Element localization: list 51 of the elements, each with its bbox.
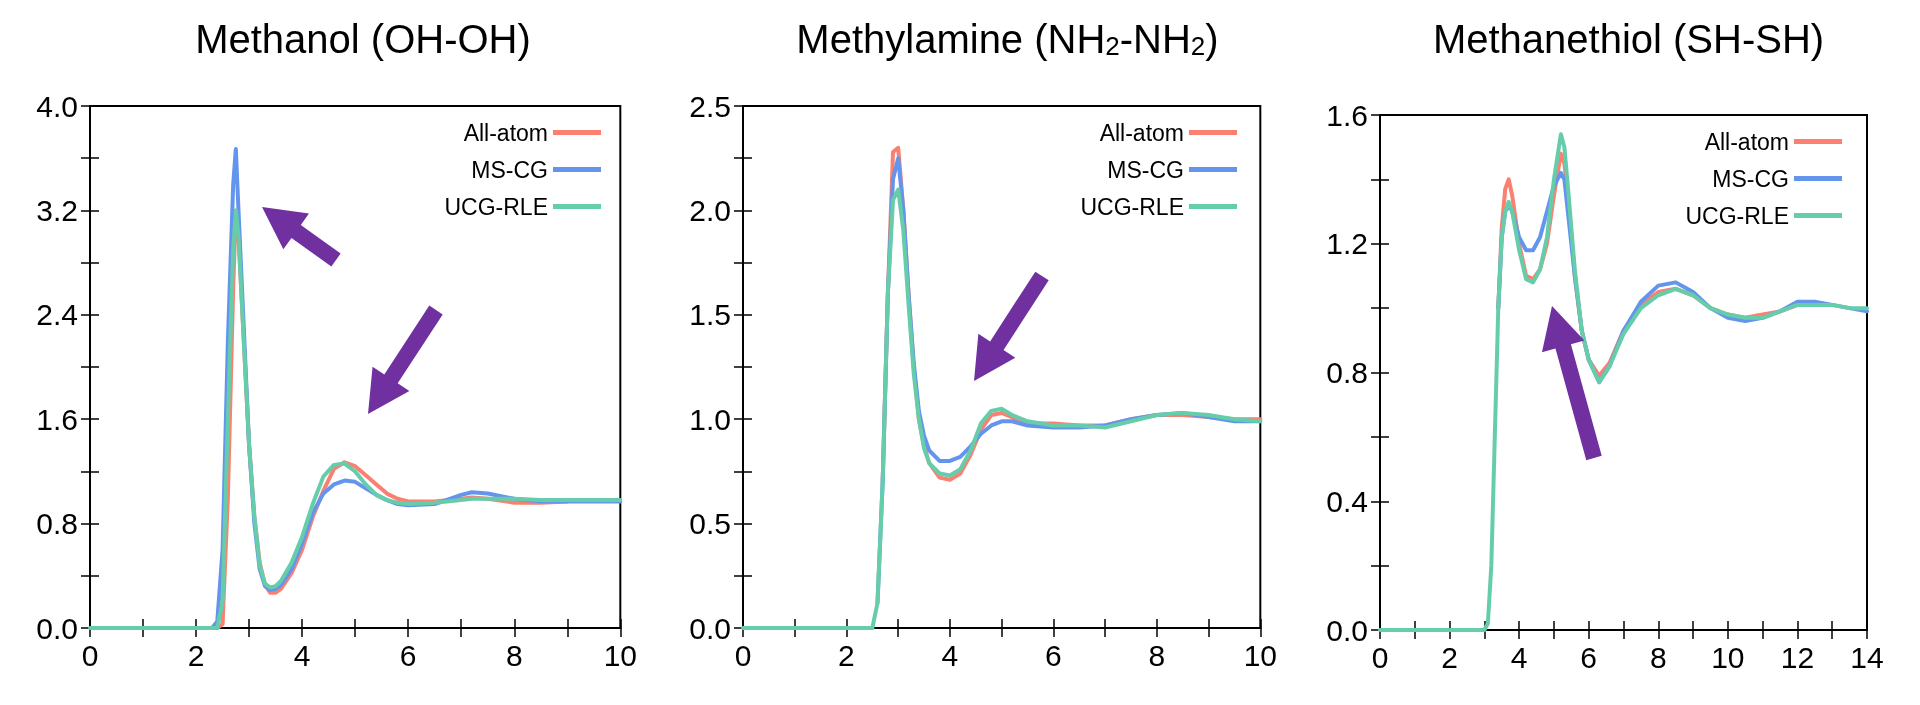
- x-tick-label: 4: [293, 638, 311, 672]
- legend-label: All-atom: [1704, 128, 1789, 155]
- x-tick-label: 8: [1649, 640, 1667, 674]
- y-tick-label: 1.2: [1326, 227, 1368, 261]
- y-tick-label: 0.0: [1326, 613, 1368, 647]
- x-tick-label: 0: [734, 638, 752, 672]
- x-tick-label: 0: [81, 638, 99, 672]
- x-tick-label: 10: [603, 638, 637, 672]
- y-tick-label: 4.0: [36, 89, 78, 123]
- chart-title: Methanethiol (SH-SH): [1432, 17, 1825, 61]
- y-tick-label: 2.4: [36, 298, 78, 332]
- y-tick-label: 1.5: [689, 298, 731, 332]
- x-tick-label: 6: [1580, 640, 1598, 674]
- chart-title: Methanol (OH-OH): [195, 17, 531, 61]
- chart-title: Methylamine (NH2-NH2): [796, 17, 1219, 61]
- x-tick-label: 8: [1148, 638, 1166, 672]
- line-series: [741, 187, 1263, 630]
- x-tick-label: 14: [1850, 640, 1884, 674]
- x-tick-label: 4: [941, 638, 959, 672]
- x-tick-label: 6: [1045, 638, 1062, 672]
- y-tick-label: 2.0: [689, 193, 731, 227]
- y-tick-label: 0.8: [1326, 356, 1368, 389]
- legend-label: All-atom: [1099, 119, 1184, 146]
- x-tick-label: 2: [1441, 640, 1458, 674]
- legend-label: MS-CG: [1712, 165, 1789, 192]
- x-tick-label: 6: [399, 638, 417, 672]
- y-tick-label: 1.6: [1326, 98, 1368, 132]
- y-tick-label: 1.6: [36, 402, 78, 436]
- legend-label: MS-CG: [471, 156, 548, 183]
- x-tick-label: 8: [505, 638, 523, 672]
- y-tick-label: 0.5: [689, 507, 731, 541]
- y-tick-label: 0.4: [1326, 484, 1368, 518]
- y-tick-label: 0.0: [36, 611, 78, 645]
- legend-label: UCG-RLE: [444, 193, 548, 220]
- y-tick-label: 3.2: [36, 193, 78, 227]
- line-series: [1378, 132, 1869, 632]
- legend-label: UCG-RLE: [1685, 202, 1789, 229]
- y-tick-label: 0.8: [36, 507, 78, 541]
- x-tick-label: 10: [1711, 640, 1745, 674]
- x-tick-label: 2: [187, 638, 205, 672]
- y-tick-label: 0.0: [689, 611, 731, 645]
- y-tick-label: 2.5: [689, 89, 731, 123]
- x-tick-label: 2: [838, 638, 855, 672]
- x-tick-label: 4: [1510, 640, 1528, 674]
- legend-label: All-atom: [463, 119, 548, 146]
- legend-label: MS-CG: [1107, 156, 1184, 183]
- y-tick-label: 1.0: [689, 402, 731, 436]
- legend-label: UCG-RLE: [1080, 193, 1184, 220]
- x-tick-label: 0: [1371, 640, 1389, 674]
- x-tick-label: 10: [1243, 638, 1277, 672]
- x-tick-label: 12: [1780, 640, 1815, 674]
